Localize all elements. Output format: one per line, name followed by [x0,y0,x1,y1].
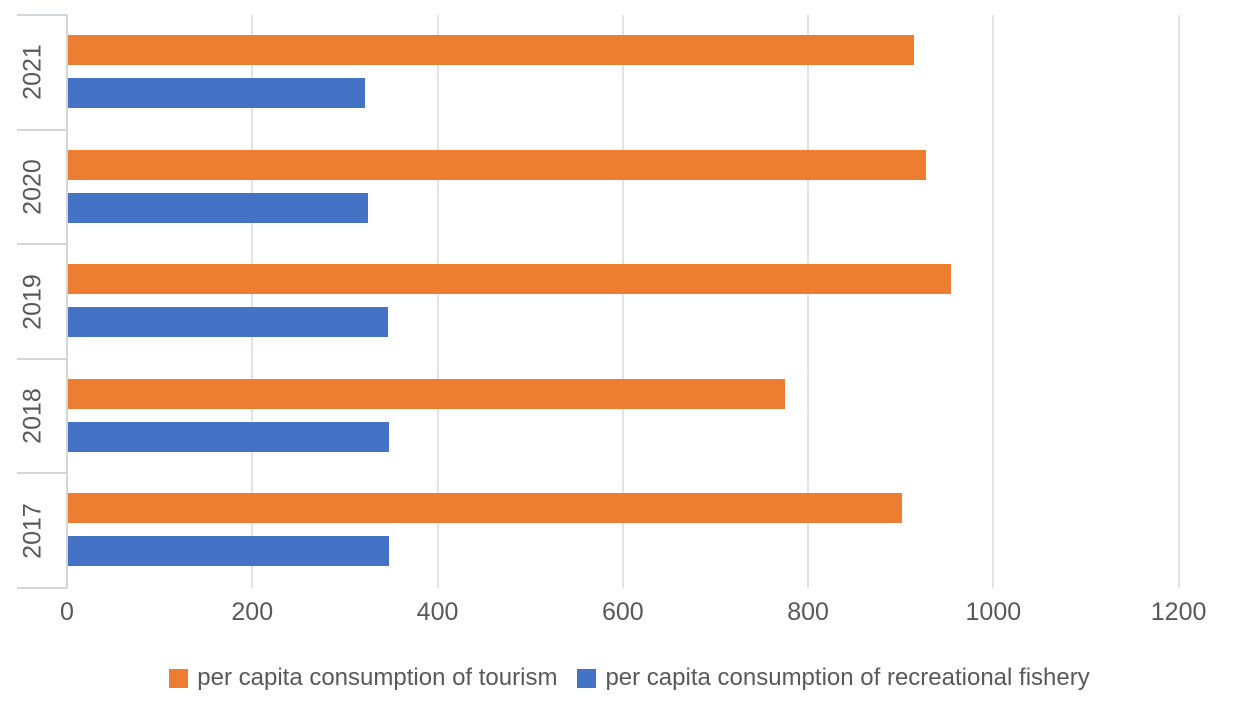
bar-fishery-2018 [68,421,390,452]
x-tick-label-1200: 1200 [1150,598,1207,626]
bar-tourism-2020 [68,149,926,180]
gridline-1000 [992,15,995,588]
x-tick-label-1000: 1000 [965,598,1022,626]
bar-fishery-2019 [68,307,388,338]
y-category-label-2019: 2019 [18,273,47,330]
x-axis: 0 200 400 600 800 1000 1200 [0,598,1259,630]
x-tick-label-800: 800 [787,598,829,626]
gridline-200 [251,15,254,588]
legend-swatch-tourism [169,668,189,688]
legend-label-tourism: per capita consumption of tourism [197,664,558,691]
x-tick-label-600: 600 [601,598,644,626]
bar-tourism-2021 [68,35,914,65]
y-axis: 2021 2020 2019 2018 2017 [0,0,66,588]
bar-fishery-2021 [68,78,366,108]
bar-fishery-2017 [68,536,390,567]
legend-label-fishery: per capita consumption of recreational f… [605,664,1090,691]
x-tick-label-400: 400 [416,598,459,626]
category-tick [17,587,67,589]
bar-fishery-2020 [68,192,369,223]
plot-area [17,14,1240,589]
category-tick [17,128,67,131]
gridline-1200 [1177,15,1180,588]
y-category-label-2017: 2017 [18,502,47,559]
bar-tourism-2019 [68,264,951,295]
category-axis-line [66,15,68,588]
category-tick [17,472,67,475]
x-tick-label-200: 200 [231,598,274,626]
legend: per capita consumption of tourism per cap… [0,664,1259,692]
legend-item-fishery: per capita consumption of recreational f… [577,664,1090,692]
gridline-600 [621,15,624,588]
y-category-label-2020: 2020 [18,159,47,215]
category-tick [17,243,67,246]
bar-tourism-2018 [68,378,785,409]
category-tick [17,14,67,16]
bar-tourism-2017 [68,493,902,524]
x-tick-label-0: 0 [60,598,74,626]
legend-item-tourism: per capita consumption of tourism [169,664,557,692]
category-tick [17,357,67,360]
y-category-label-2021: 2021 [18,44,47,101]
y-category-label-2018: 2018 [18,388,47,444]
legend-swatch-fishery [577,668,597,688]
gridline-400 [436,15,439,588]
gridline-800 [807,15,810,588]
